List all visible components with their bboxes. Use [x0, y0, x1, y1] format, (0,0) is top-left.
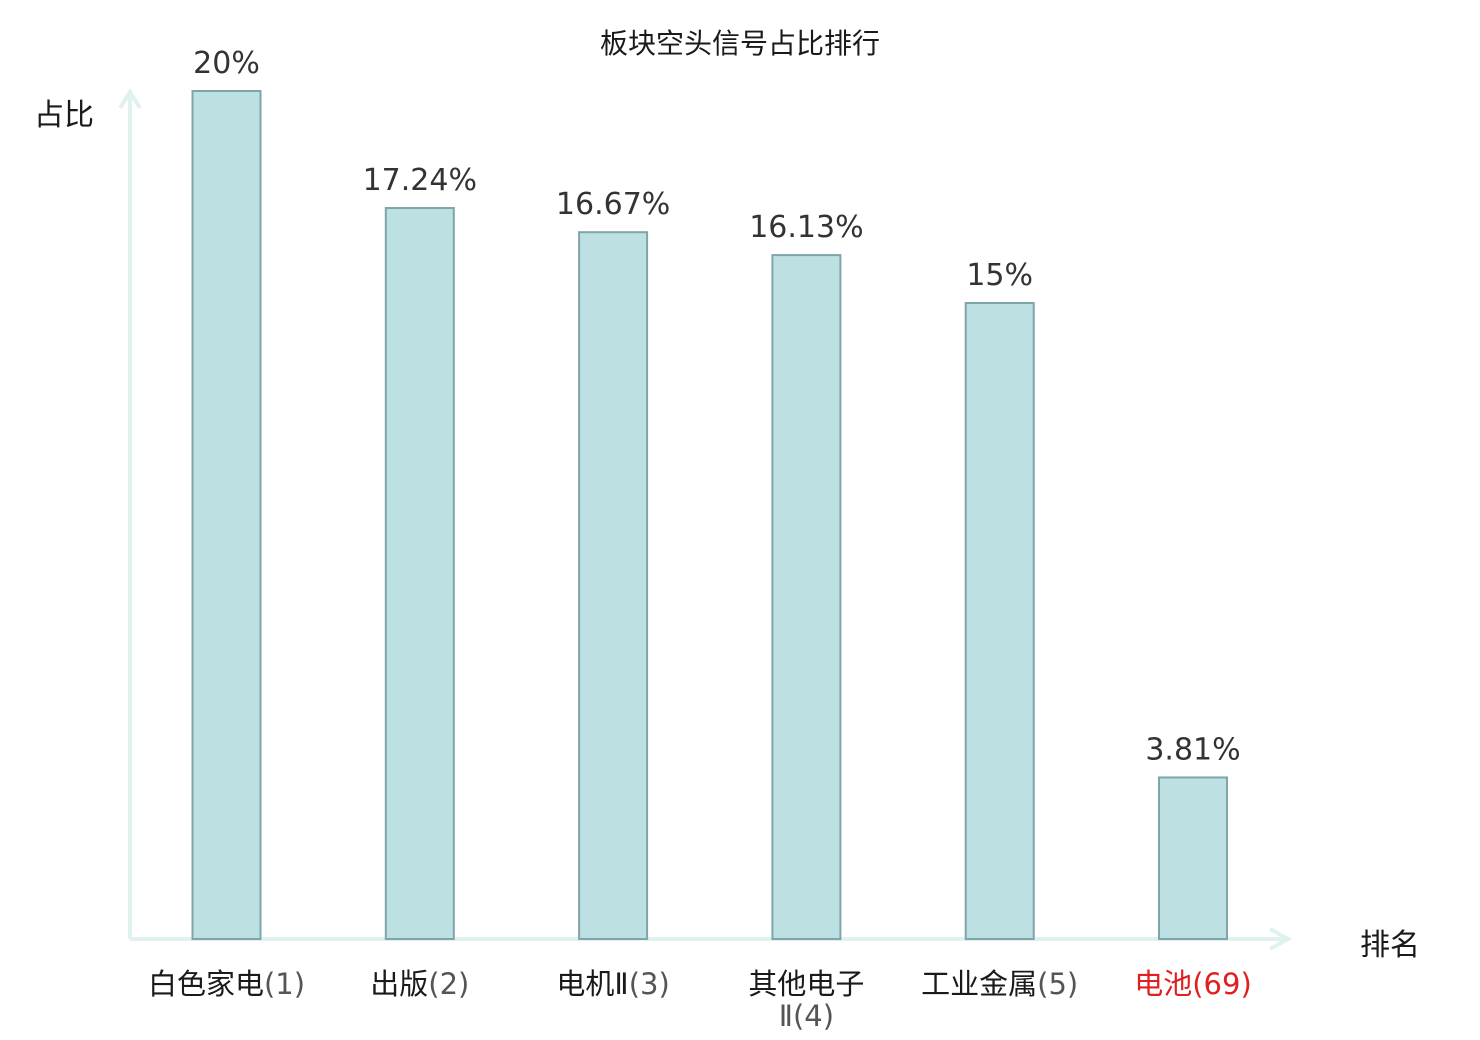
- x-tick-label: 其他电子 Ⅱ(4): [748, 967, 864, 1033]
- x-axis-label: 排名: [1360, 928, 1420, 963]
- chart-title: 板块空头信号占比排行: [599, 27, 880, 60]
- bar: [964, 302, 1035, 940]
- data-label: 20%: [193, 46, 260, 81]
- x-tick-label: 出版(2): [370, 967, 469, 1001]
- bar: [1158, 776, 1228, 940]
- data-label: 3.81%: [1145, 732, 1240, 767]
- bar: [578, 231, 649, 940]
- bar: [384, 207, 455, 941]
- data-label: 17.24%: [363, 163, 477, 198]
- data-label: 16.67%: [556, 187, 670, 222]
- x-tick-label: 电池(69): [1134, 967, 1252, 1001]
- data-label: 16.13%: [749, 210, 863, 245]
- y-axis-label: 占比: [34, 98, 94, 133]
- x-tick-label: 电机Ⅱ(3): [556, 967, 669, 1001]
- bar: [771, 254, 842, 940]
- labels: 20% 白色家电(1) 17.24% 出版(2) 16.67% 电机Ⅱ(3) 16.13% 其…: [148, 46, 1252, 1033]
- x-tick-label: 工业金属(5): [921, 967, 1078, 1001]
- bar: [191, 90, 262, 940]
- data-label: 15%: [966, 258, 1033, 293]
- y-axis-arrow: [118, 88, 142, 110]
- x-tick-label: 白色家电(1): [148, 967, 305, 1001]
- bars: [191, 90, 1228, 941]
- axes: [118, 88, 1293, 951]
- x-axis-arrow: [1269, 927, 1293, 951]
